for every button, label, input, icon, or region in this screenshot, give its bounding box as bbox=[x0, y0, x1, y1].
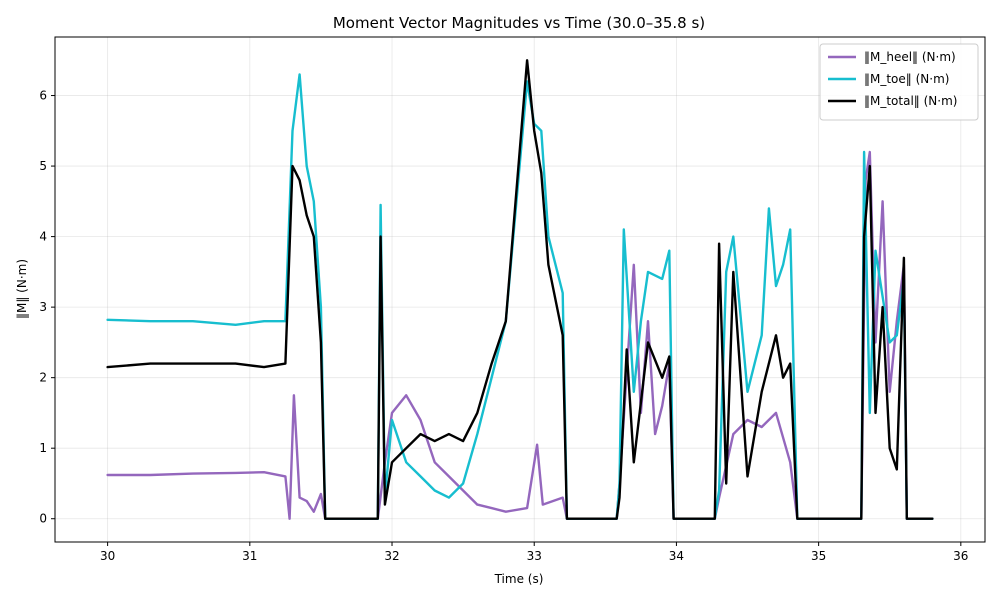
y-tick-label: 6 bbox=[39, 89, 47, 103]
series-layer bbox=[106, 59, 934, 520]
x-axis-label: Time (s) bbox=[494, 572, 544, 586]
chart-title: Moment Vector Magnitudes vs Time (30.0–3… bbox=[333, 14, 705, 32]
x-tick-label: 36 bbox=[953, 549, 968, 563]
y-axis-label: ‖M‖ (N·m) bbox=[15, 259, 29, 319]
x-tick-label: 31 bbox=[242, 549, 257, 563]
legend-box bbox=[819, 43, 979, 121]
y-tick-label: 1 bbox=[39, 441, 47, 455]
y-tick-label: 2 bbox=[39, 371, 47, 385]
x-tick-label: 34 bbox=[669, 549, 684, 563]
y-tick-label: 0 bbox=[39, 512, 47, 526]
x-tick-label: 35 bbox=[811, 549, 826, 563]
series-line-2 bbox=[106, 59, 934, 520]
x-tick-label: 30 bbox=[100, 549, 115, 563]
y-tick-label: 3 bbox=[39, 300, 47, 314]
legend: ‖M_heel‖ (N·m) ‖M_toe‖ (N·m) ‖M_total‖ (N·… bbox=[819, 43, 979, 121]
legend-label-1: ‖M_toe‖ (N·m) bbox=[864, 72, 949, 86]
grid bbox=[55, 37, 985, 542]
legend-label-2: ‖M_total‖ (N·m) bbox=[864, 94, 957, 108]
y-tick-label: 4 bbox=[39, 230, 47, 244]
x-tick-label: 32 bbox=[384, 549, 399, 563]
x-tick-label: 33 bbox=[527, 549, 542, 563]
y-tick-label: 5 bbox=[39, 159, 47, 173]
legend-label-0: ‖M_heel‖ (N·m) bbox=[864, 50, 956, 64]
plot-frame bbox=[54, 36, 986, 543]
